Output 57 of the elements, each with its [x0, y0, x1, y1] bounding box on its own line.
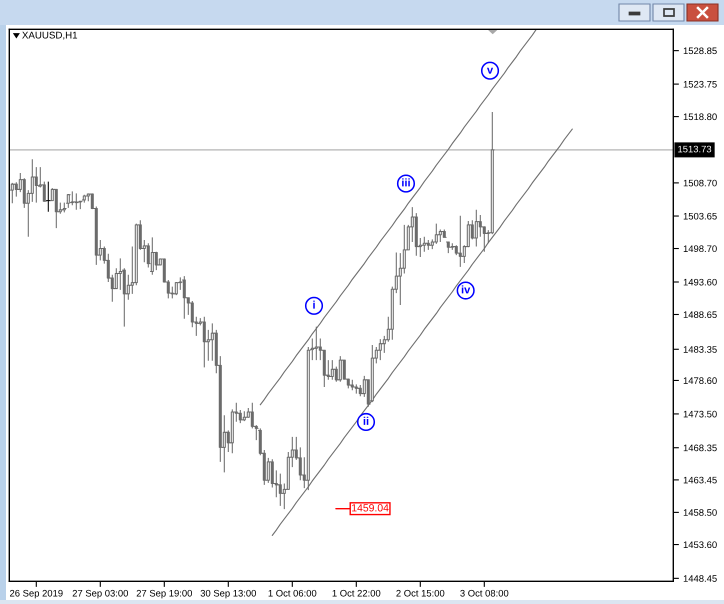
candlestick: [370, 344, 376, 403]
candlestick: [10, 182, 16, 204]
candlestick: [54, 188, 60, 229]
y-tick-label: 1463.45: [684, 476, 717, 484]
candlestick: [66, 194, 72, 208]
candlestick: [338, 356, 344, 382]
y-tick-label: 1493.60: [684, 278, 717, 286]
candlestick: [314, 326, 320, 361]
candlestick: [150, 236, 156, 276]
candlestick: [426, 239, 432, 250]
x-tick-label: 26 Sep 2019: [10, 590, 63, 598]
ref-line-label: 1513.73: [678, 146, 712, 152]
y-tick-label: 1458.50: [684, 509, 717, 516]
x-tick-label: 27 Sep 19:00: [136, 590, 192, 598]
y-tick-label: 1468.35: [684, 444, 717, 452]
y-tick-label: 1483.35: [684, 346, 717, 353]
y-tick-label: 1473.50: [684, 410, 717, 418]
y-tick-label: 1523.75: [684, 80, 717, 88]
candlestick: [202, 316, 208, 368]
candlestick: [378, 338, 384, 361]
candlestick: [354, 384, 360, 394]
y-tick-label: 1518.80: [684, 113, 717, 120]
y-tick-label: 1503.65: [684, 212, 717, 220]
line-series: [260, 29, 537, 406]
candlestick: [350, 379, 356, 391]
candlestick: [174, 281, 180, 296]
chart-title: XAUUSD,H1: [22, 32, 78, 40]
candlestick: [458, 215, 464, 268]
candlestick: [242, 410, 248, 422]
annotation: v: [486, 68, 494, 74]
candlestick: [442, 228, 448, 238]
y-tick-label: 1448.45: [684, 575, 717, 582]
candlestick: [446, 241, 452, 254]
annotation: 1459.04: [352, 504, 389, 512]
x-tick-label: 27 Sep 03:00: [72, 590, 128, 598]
y-tick-label: 1528.85: [684, 47, 717, 54]
x-tick-label: 2 Oct 15:00: [396, 590, 444, 597]
annotation: ii: [364, 416, 368, 425]
y-tick-label: 1498.70: [684, 245, 717, 252]
x-tick-label: 3 Oct 08:00: [460, 590, 508, 597]
annotation: iii: [402, 178, 410, 186]
y-tick-label: 1488.65: [684, 311, 717, 318]
x-tick-label: 1 Oct 06:00: [268, 590, 316, 597]
y-tick-label: 1508.70: [684, 180, 717, 186]
candlestick: [330, 360, 336, 380]
y-tick-label: 1453.60: [684, 541, 717, 548]
candlestick: [74, 192, 80, 210]
candlestick: [278, 473, 284, 506]
candlestick: [182, 276, 188, 320]
candlestick: [46, 181, 52, 212]
annotation: iv: [462, 285, 470, 294]
y-tick-label: 1478.60: [684, 377, 717, 384]
x-tick-label: 30 Sep 13:00: [200, 590, 256, 598]
candlestick: [474, 209, 480, 248]
annotation: i: [313, 300, 315, 309]
candlestick: [70, 190, 76, 206]
x-tick-label: 1 Oct 22:00: [332, 590, 380, 597]
